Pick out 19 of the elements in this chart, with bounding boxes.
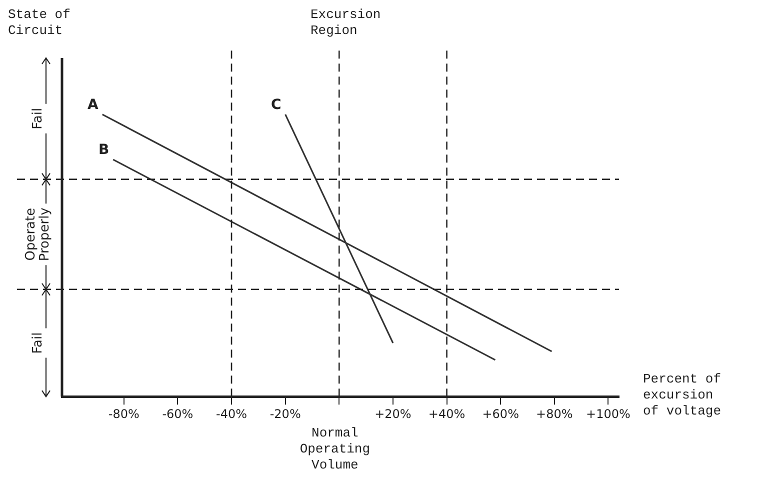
series-label: B <box>98 142 110 158</box>
x-tick-label: +80% <box>536 406 573 421</box>
x-tick-label: +40% <box>428 406 466 421</box>
x-tick-label: -40% <box>216 406 248 421</box>
x-tick-label: -20% <box>270 406 301 421</box>
x-tick-label: -60% <box>162 406 194 421</box>
x-tick-label: +20% <box>374 406 412 421</box>
text: Operate Properly <box>23 207 52 262</box>
x-axis-title: Percent of excursion of voltage <box>643 372 722 419</box>
text: Fail <box>30 332 46 354</box>
series-label: A <box>88 97 99 114</box>
x-tick-label: -80% <box>108 406 140 421</box>
text: Normal Operating Volume <box>300 426 370 473</box>
text: Excursion Region <box>310 6 381 38</box>
text: State of Circuit <box>8 6 70 38</box>
series-label: C <box>271 97 282 114</box>
x-tick-label: +60% <box>482 406 519 421</box>
x-tick-label: +100% <box>586 406 630 421</box>
text: Fail <box>30 108 46 130</box>
